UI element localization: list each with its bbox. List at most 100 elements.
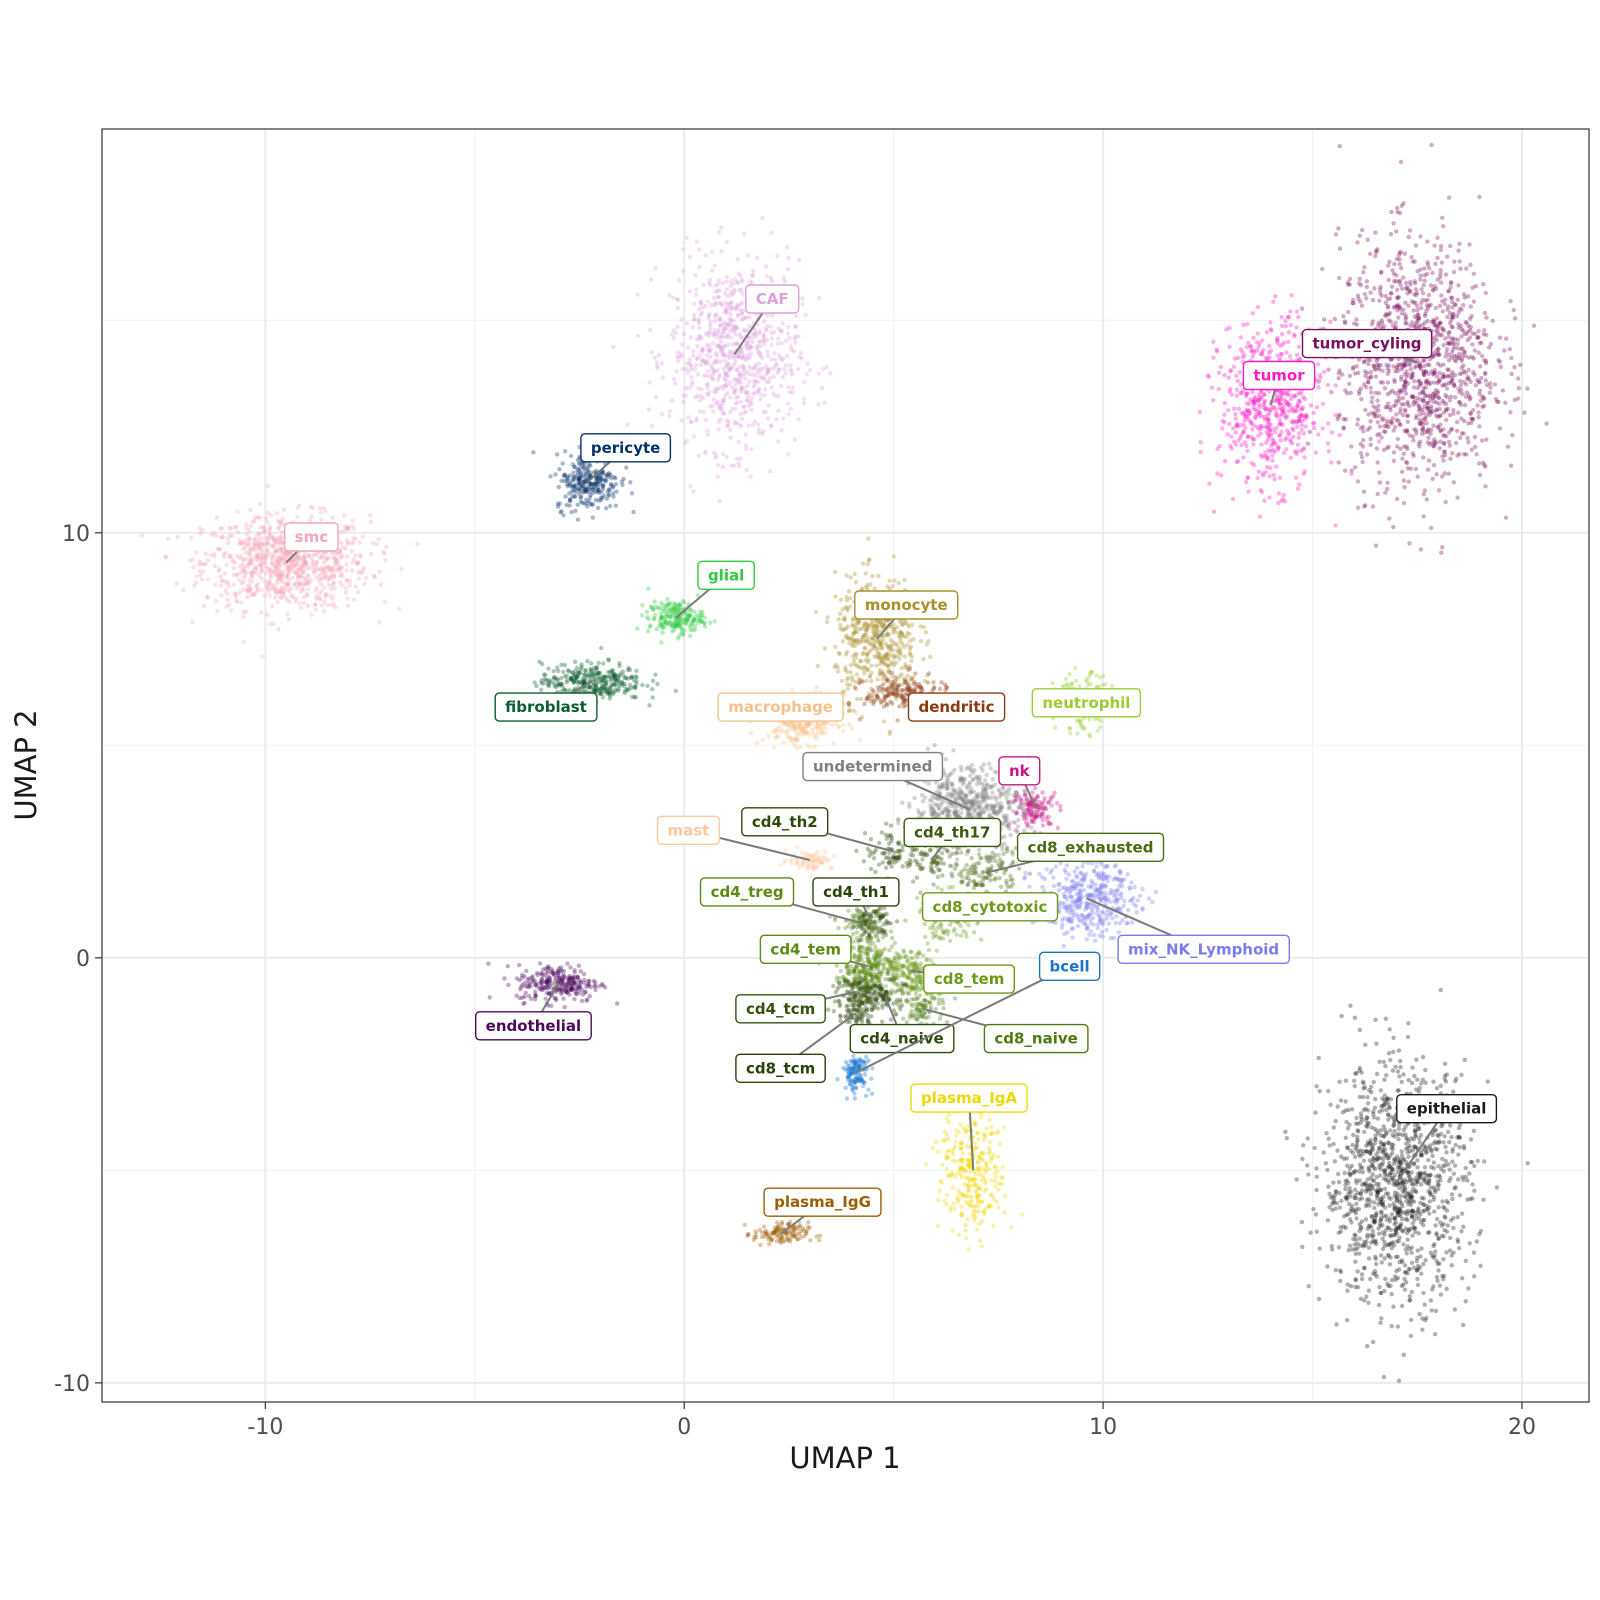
scatter-point [368,512,373,518]
scatter-point [267,527,272,533]
scatter-point [900,800,905,805]
scatter-point [224,579,229,585]
scatter-point [276,573,281,578]
scatter-point [846,703,852,708]
scatter-point [697,325,702,331]
scatter-point [273,564,279,569]
scatter-point [1058,804,1063,809]
scatter-point [240,587,246,592]
scatter-point [652,616,657,621]
scatter-point [611,344,616,350]
scatter-point [705,432,710,437]
scatter-point [860,679,865,684]
scatter-point [324,592,329,597]
scatter-point [716,427,721,432]
scatter-point [309,557,315,563]
scatter-point [898,620,903,625]
scatter-point [937,806,942,812]
scatter-point [965,786,970,791]
scatter-point [1055,801,1060,806]
scatter-point [871,924,877,930]
scatter-point [776,408,781,413]
scatter-point [240,562,245,567]
scatter-point [600,484,606,489]
scatter-point [783,847,788,853]
scatter-point [703,417,709,422]
scatter-point [561,513,566,518]
scatter-point [319,588,324,594]
scatter-point [693,363,699,368]
scatter-point [1009,849,1015,855]
scatter-point [743,390,749,395]
scatter-point [269,557,274,562]
scatter-point [719,225,724,230]
scatter-point [551,680,557,686]
scatter-point [309,612,314,617]
scatter-point [276,545,281,550]
scatter-point [295,554,300,559]
scatter-point [896,856,901,861]
scatter-point [900,688,906,693]
scatter-point [292,570,297,575]
scatter-point [846,675,851,680]
scatter-point [575,674,580,679]
scatter-point [280,590,285,595]
scatter-point [848,662,854,668]
scatter-point [275,519,280,524]
scatter-point [711,397,717,402]
scatter-point [1046,814,1051,820]
scatter-point [245,541,250,546]
scatter-point [739,386,744,392]
scatter-point [705,299,710,304]
scatter-point [692,312,697,318]
scatter-point [885,686,890,691]
scatter-point [769,385,774,390]
scatter-point [326,582,332,588]
scatter-point [670,623,675,628]
scatter-point [252,536,258,541]
scatter-point [691,434,697,439]
scatter-point [268,512,274,518]
scatter-point [878,641,883,646]
scatter-point [594,476,599,481]
scatter-point [1033,785,1038,791]
scatter-point [984,792,989,797]
scatter-point [724,287,730,292]
scatter-point [660,630,665,635]
scatter-point [775,341,781,346]
scatter-point [744,343,749,348]
scatter-point [253,515,258,520]
scatter-point [701,396,706,401]
scatter-point [713,300,718,305]
scatter-point [634,668,639,673]
scatter-point [279,539,284,544]
scatter-point [266,568,272,574]
scatter-point [618,671,623,676]
scatter-point [694,239,700,244]
scatter-point [312,602,317,607]
scatter-point [893,679,898,684]
scatter-point [208,552,214,558]
scatter-point [792,336,797,341]
scatter-point [339,570,344,575]
scatter-point [319,576,325,581]
scatter-point [626,686,631,691]
scatter-point [648,623,653,628]
scatter-point [662,609,667,614]
scatter-point [872,631,877,636]
scatter-point [699,350,705,355]
scatter-point [981,869,986,874]
scatter-point [280,521,286,526]
scatter-point [967,773,973,778]
scatter-point [1016,866,1022,871]
scatter-point [279,595,284,601]
scatter-point [836,617,841,622]
scatter-point [1049,803,1054,808]
scatter-point [687,289,693,294]
scatter-point [678,351,683,356]
scatter-point [558,676,564,681]
scatter-point [702,373,707,378]
scatter-point [285,582,290,587]
scatter-point [939,680,944,685]
scatter-point [338,564,344,570]
